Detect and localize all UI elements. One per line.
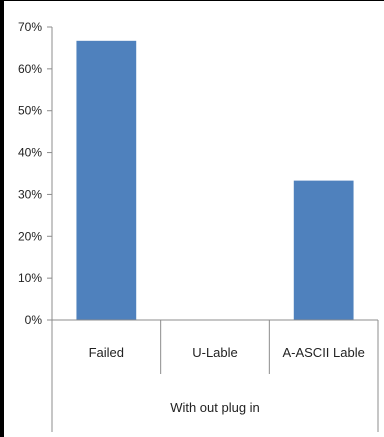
y-tick-label: 30% <box>18 187 42 201</box>
y-tick-label: 60% <box>18 62 42 76</box>
category-label: U-Lable <box>192 345 238 360</box>
group-label: With out plug in <box>170 400 260 415</box>
category-label: Failed <box>89 345 124 360</box>
y-axis: 0% 10% 20% 30% 40% 50% 60% 70% <box>18 20 53 327</box>
y-tick-label: 40% <box>18 146 42 160</box>
bar-failed <box>76 40 137 320</box>
y-tick-label: 50% <box>18 104 42 118</box>
category-label: A-ASCII Lable <box>282 345 364 360</box>
bar-a-ascii-lable <box>293 180 354 320</box>
bars <box>76 40 354 320</box>
y-tick-label: 0% <box>25 313 43 327</box>
y-tick-label: 70% <box>18 20 42 34</box>
y-tick-label: 10% <box>18 271 42 285</box>
y-tick-label: 20% <box>18 229 42 243</box>
x-axis: Failed U-Lable A-ASCII Lable With out plug … <box>51 319 379 432</box>
